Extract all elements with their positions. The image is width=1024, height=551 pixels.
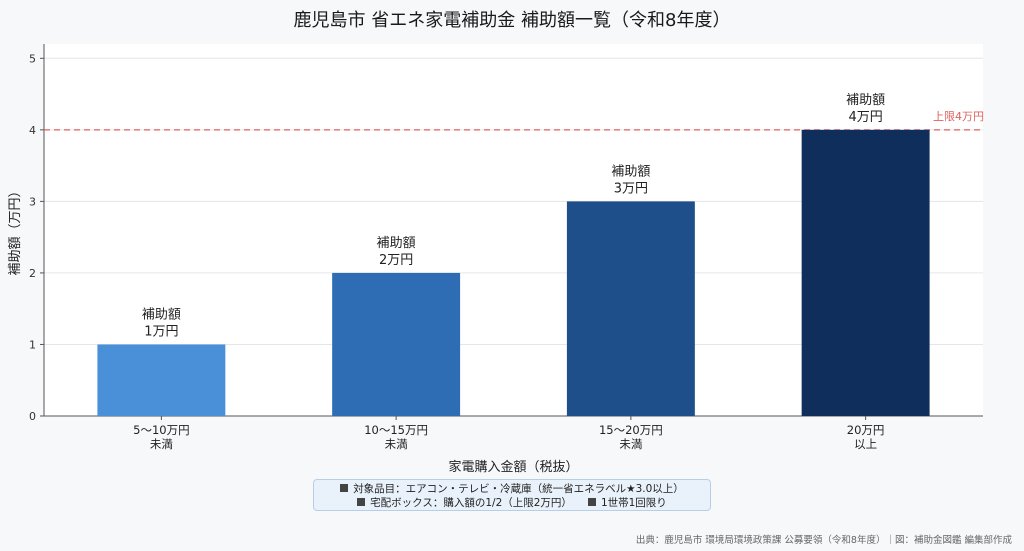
x-tick-label: 未満 — [385, 437, 408, 451]
y-tick-label: 5 — [29, 52, 36, 65]
bar-value-label: 3万円 — [614, 181, 648, 196]
x-tick-label: 5〜10万円 — [133, 423, 189, 437]
notes-line-1: 対象品目：エアコン・テレビ・冷蔵庫（統一省エネラベル★3.0以上） — [314, 482, 710, 496]
source-note: 出典：鹿児島市 環境局環境政策課 公募要領（令和8年度）｜図：補助金図鑑 編集部… — [635, 535, 1012, 546]
bar-value-label: 2万円 — [379, 253, 413, 268]
square-bullet-icon — [587, 498, 596, 506]
x-axis-label: 家電購入金額（税抜） — [448, 459, 578, 475]
y-tick-label: 4 — [29, 124, 36, 137]
x-tick-label: 20万円 — [847, 423, 885, 437]
y-tick-label: 1 — [29, 338, 36, 351]
chart-title: 鹿児島市 省エネ家電補助金 補助額一覧（令和8年度） — [293, 10, 731, 31]
bar — [332, 272, 461, 416]
y-tick-label: 3 — [29, 195, 36, 208]
x-tick-label: 未満 — [150, 437, 173, 451]
bar — [566, 201, 695, 416]
bar-label: 補助額 — [846, 93, 885, 108]
square-bullet-icon — [357, 498, 366, 506]
square-bullet-icon — [340, 484, 349, 492]
x-tick-label: 未満 — [619, 437, 642, 451]
bar-label: 補助額 — [611, 164, 650, 179]
bar-value-label: 4万円 — [848, 110, 882, 125]
x-tick-label: 15〜20万円 — [599, 423, 663, 437]
x-tick-label: 以上 — [854, 437, 877, 451]
notes-box: 対象品目：エアコン・テレビ・冷蔵庫（統一省エネラベル★3.0以上） 宅配ボックス… — [313, 479, 711, 511]
notes-once-per-household: 1世帯1回限り — [600, 497, 667, 509]
bar — [801, 129, 930, 416]
limit-line-label: 上限4万円 — [933, 110, 984, 123]
y-tick-label: 2 — [29, 267, 36, 280]
notes-delivery-box: 宅配ボックス：購入額の1/2（上限2万円） — [370, 497, 572, 509]
bar — [97, 344, 226, 416]
y-tick-label: 0 — [29, 410, 36, 423]
bar-value-label: 1万円 — [144, 324, 178, 339]
x-tick-label: 10〜15万円 — [364, 423, 428, 437]
bar-label: 補助額 — [142, 307, 181, 322]
notes-target-items: 対象品目：エアコン・テレビ・冷蔵庫（統一省エネラベル★3.0以上） — [353, 483, 684, 495]
y-axis-label: 補助額（万円） — [8, 184, 23, 275]
notes-line-2: 宅配ボックス：購入額の1/2（上限2万円） 1世帯1回限り — [314, 496, 710, 510]
bar-label: 補助額 — [377, 236, 416, 251]
